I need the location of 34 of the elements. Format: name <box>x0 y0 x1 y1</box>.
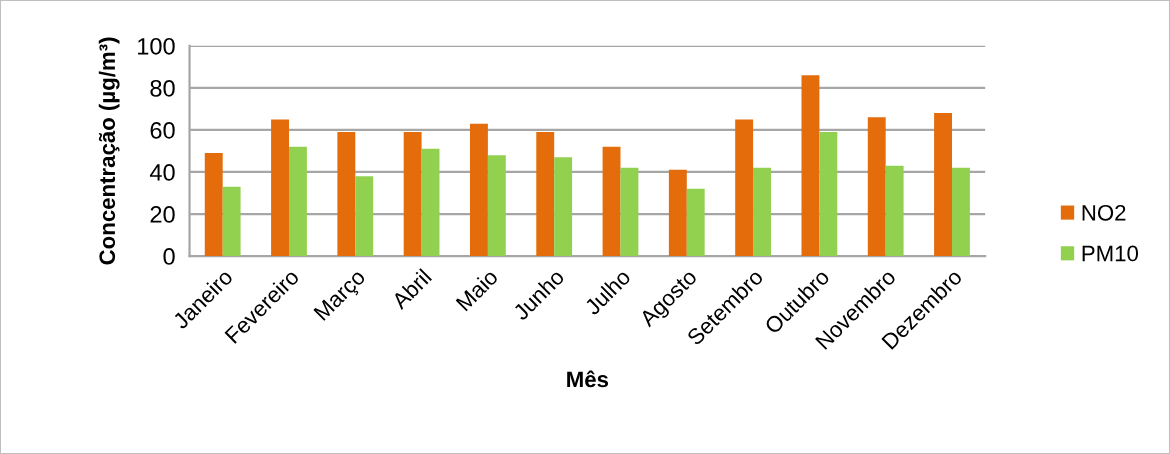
bar <box>222 186 241 257</box>
bar <box>753 167 771 257</box>
bar <box>536 132 555 257</box>
bar <box>885 165 904 257</box>
y-tick-label: 0 <box>163 248 175 265</box>
bar <box>867 117 886 257</box>
y-tick-label: 100 <box>138 37 175 55</box>
y-axis-title: Concentração (µg/m³) <box>98 37 120 265</box>
y-tick-label: 40 <box>149 164 175 181</box>
legend-label: NO2 <box>1082 204 1126 221</box>
bar <box>686 188 705 257</box>
bar <box>819 132 838 257</box>
bar <box>668 169 687 257</box>
x-axis-title: Mês <box>567 370 609 388</box>
bar <box>337 132 356 257</box>
bar <box>204 153 223 257</box>
bar <box>554 157 573 257</box>
y-tick-label: 20 <box>150 206 175 223</box>
bar <box>602 146 621 257</box>
bar <box>271 119 289 257</box>
bar <box>735 119 754 257</box>
y-tick-label: 60 <box>150 122 175 139</box>
bar <box>620 167 639 257</box>
bar <box>403 132 422 257</box>
legend-label: PM10 <box>1082 245 1139 262</box>
bar <box>801 75 820 257</box>
bar <box>421 148 440 257</box>
bar <box>355 176 374 257</box>
bar <box>934 113 952 257</box>
bar <box>469 123 488 257</box>
y-tick-label: 80 <box>150 79 175 97</box>
bar <box>951 167 970 257</box>
bar <box>487 155 506 257</box>
bar <box>288 146 307 257</box>
